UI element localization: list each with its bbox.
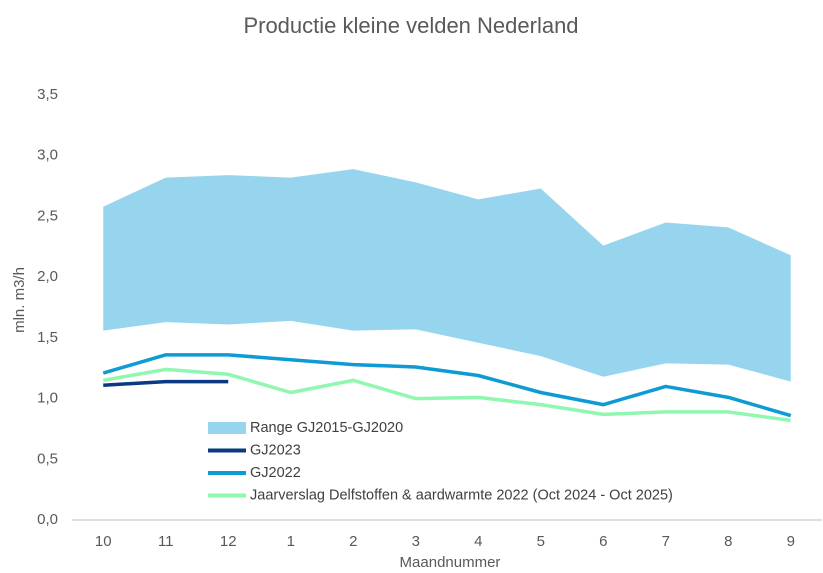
range-area (103, 169, 791, 382)
x-axis-title: Maandnummer (400, 554, 501, 571)
legend-label: Range GJ2015-GJ2020 (250, 420, 403, 436)
x-tick-label: 9 (787, 533, 795, 550)
x-tick-label: 7 (662, 533, 670, 550)
x-tick-label: 5 (537, 533, 545, 550)
legend-label: GJ2022 (250, 465, 301, 481)
y-tick-label: 3,0 (37, 147, 58, 164)
x-tick-label: 2 (349, 533, 357, 550)
x-tick-label: 8 (724, 533, 732, 550)
legend: Range GJ2015-GJ2020 GJ2023 GJ2022 Jaarversl… (208, 420, 673, 503)
y-axis-title: mln. m3/h (11, 267, 28, 333)
y-tick-label: 3,5 (37, 86, 58, 103)
series-line (102, 353, 792, 418)
y-tick-label: 1,5 (37, 329, 58, 346)
x-tick-label: 1 (287, 533, 295, 550)
x-tick-label: 4 (474, 533, 482, 550)
x-tick-label: 10 (95, 533, 112, 550)
series-line (103, 379, 229, 387)
legend-label: Jaarverslag Delfstoffen & aardwarmte 202… (250, 487, 673, 503)
x-tick-label: 11 (158, 533, 174, 550)
y-tick-label: 2,0 (37, 268, 58, 285)
x-tick-label: 6 (599, 533, 607, 550)
x-tick-label: 12 (220, 533, 237, 550)
x-tick-label: 3 (412, 533, 420, 550)
legend-swatch (208, 422, 246, 434)
y-tick-label: 2,5 (37, 207, 58, 224)
legend-label: GJ2023 (250, 442, 301, 458)
chart-title: Productie kleine velden Nederland (243, 13, 578, 38)
y-tick-label: 0,5 (37, 450, 58, 467)
y-tick-label: 0,0 (37, 511, 58, 528)
series-line (102, 367, 791, 423)
y-tick-label: 1,0 (37, 390, 58, 407)
